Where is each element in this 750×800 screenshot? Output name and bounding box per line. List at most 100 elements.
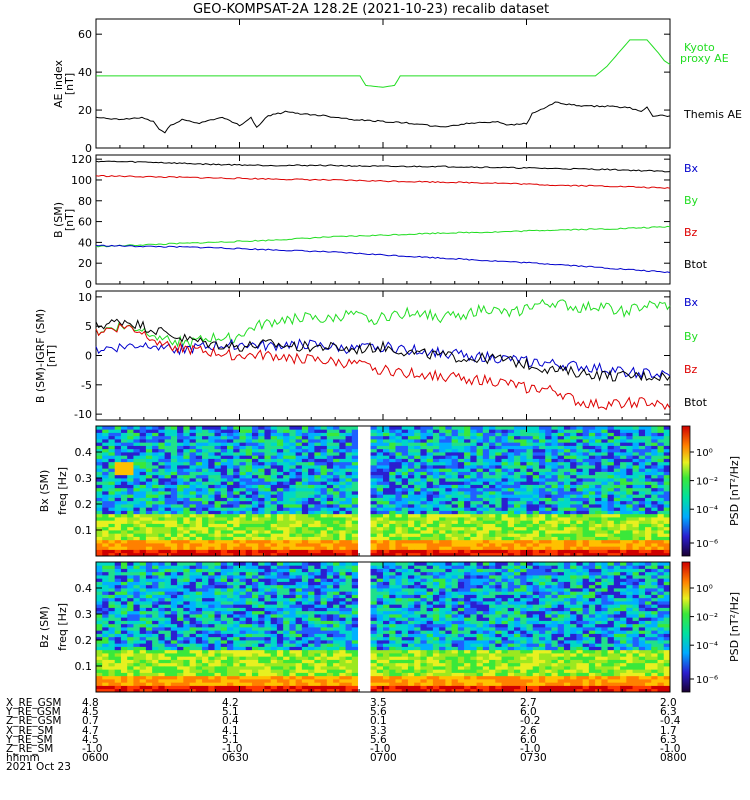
spectrogram-cell <box>158 461 166 466</box>
spectrogram-cell <box>214 643 222 647</box>
spectrogram-cell <box>657 429 665 433</box>
spectrogram-cell <box>239 510 247 515</box>
spectrogram-cell <box>239 568 247 573</box>
spectrogram-cell <box>177 604 184 608</box>
spectrogram-cell <box>227 562 234 566</box>
spectrogram-cell <box>526 442 534 446</box>
spectrogram-cell <box>476 533 484 537</box>
spectrogram-cell <box>401 465 409 469</box>
spectrogram-cell <box>220 679 228 683</box>
spectrogram-cell <box>102 432 109 437</box>
spectrogram-cell <box>308 429 315 433</box>
spectrogram-cell <box>183 497 190 502</box>
spectrogram-cell <box>383 543 390 547</box>
spectrogram-cell <box>426 539 434 544</box>
spectrogram-cell <box>376 452 384 456</box>
spectrogram-cell <box>501 520 509 524</box>
spectrogram-cell <box>651 536 658 541</box>
spectrogram-cell <box>420 487 428 492</box>
spectrogram-cell <box>489 523 496 528</box>
spectrogram-cell <box>613 543 621 547</box>
spectrogram-cell <box>239 685 247 690</box>
spectrogram-cell <box>145 636 153 641</box>
spectrogram-cell <box>220 435 228 440</box>
spectrogram-cell <box>582 497 590 502</box>
spectrogram-cell <box>189 578 197 582</box>
spectrogram-cell <box>358 513 365 518</box>
spectrogram-cell <box>301 510 309 515</box>
spectrogram-cell <box>214 539 222 544</box>
spectrogram-cell <box>326 435 334 440</box>
spectrogram-cell <box>495 507 502 511</box>
spectrogram-cell <box>489 445 496 450</box>
spectrogram-cell <box>320 546 328 550</box>
spectrogram-cell <box>145 442 153 446</box>
spectrogram-cell <box>439 549 446 554</box>
spectrogram-cell <box>114 604 122 608</box>
spectrogram-cell <box>451 481 459 485</box>
spectrogram-cell <box>189 607 197 612</box>
spectrogram-cell <box>158 520 166 524</box>
spectrogram-cell <box>189 672 197 677</box>
spectrogram-cell <box>114 520 122 524</box>
spectrogram-cell <box>133 520 141 524</box>
spectrogram-cell <box>439 474 446 479</box>
spectrogram-cell <box>351 517 359 521</box>
spectrogram-cell <box>383 507 390 511</box>
spectrogram-cell <box>457 478 465 482</box>
spectrogram-cell <box>233 520 240 524</box>
spectrogram-cell <box>152 675 159 680</box>
spectrogram-cell <box>482 445 490 450</box>
spectrogram-cell <box>189 536 197 541</box>
spectrogram-cell <box>245 581 253 586</box>
spectrogram-cell <box>245 666 253 670</box>
spectrogram-cell <box>576 497 584 502</box>
spectrogram-cell <box>164 666 172 670</box>
spectrogram-cell <box>158 426 166 430</box>
spectrogram-cell <box>145 533 153 537</box>
spectrogram-cell <box>482 442 490 446</box>
spectrogram-cell <box>214 640 222 644</box>
spectrogram-cell <box>370 510 378 515</box>
spectrogram-cell <box>289 610 297 615</box>
spectrogram-cell <box>177 588 184 592</box>
spectrogram-cell <box>170 439 178 443</box>
spectrogram-cell <box>227 607 234 612</box>
spectrogram-cell <box>195 653 203 657</box>
spectrogram-cell <box>595 452 602 456</box>
spectrogram-cell <box>383 517 390 521</box>
spectrogram-cell <box>183 640 190 644</box>
spectrogram-cell <box>613 526 621 531</box>
spectrogram-cell <box>214 487 222 492</box>
spectrogram-cell <box>245 571 253 576</box>
spectrogram-cell <box>632 452 640 456</box>
spectrogram-cell <box>432 458 440 463</box>
spectrogram-cell <box>620 533 627 537</box>
spectrogram-cell <box>638 533 646 537</box>
spectrogram-cell <box>208 627 215 631</box>
spectrogram-cell <box>420 478 428 482</box>
spectrogram-cell <box>270 597 278 602</box>
spectrogram-cell <box>264 594 272 599</box>
spectrogram-cell <box>595 536 602 541</box>
spectrogram-cell <box>276 610 284 615</box>
spectrogram-cell <box>520 491 527 495</box>
spectrogram-cell <box>139 568 147 573</box>
spectrogram-cell <box>557 442 565 446</box>
spectrogram-cell <box>464 494 471 498</box>
spectrogram-cell <box>476 526 484 531</box>
spectrogram-cell <box>295 510 303 515</box>
spectrogram-cell <box>439 494 446 498</box>
spectrogram-cell <box>220 510 228 515</box>
spectrogram-cell <box>370 465 378 469</box>
spectrogram-cell <box>514 474 521 479</box>
spectrogram-cell <box>389 487 396 492</box>
spectrogram-cell <box>145 584 153 589</box>
spectrogram-cell <box>195 630 203 634</box>
spectrogram-cell <box>227 494 234 498</box>
spectrogram-cell <box>526 439 534 443</box>
spectrogram-cell <box>214 549 222 554</box>
spectrogram-cell <box>133 533 141 537</box>
spectrogram-cell <box>607 426 615 430</box>
spectrogram-cell <box>177 646 184 651</box>
